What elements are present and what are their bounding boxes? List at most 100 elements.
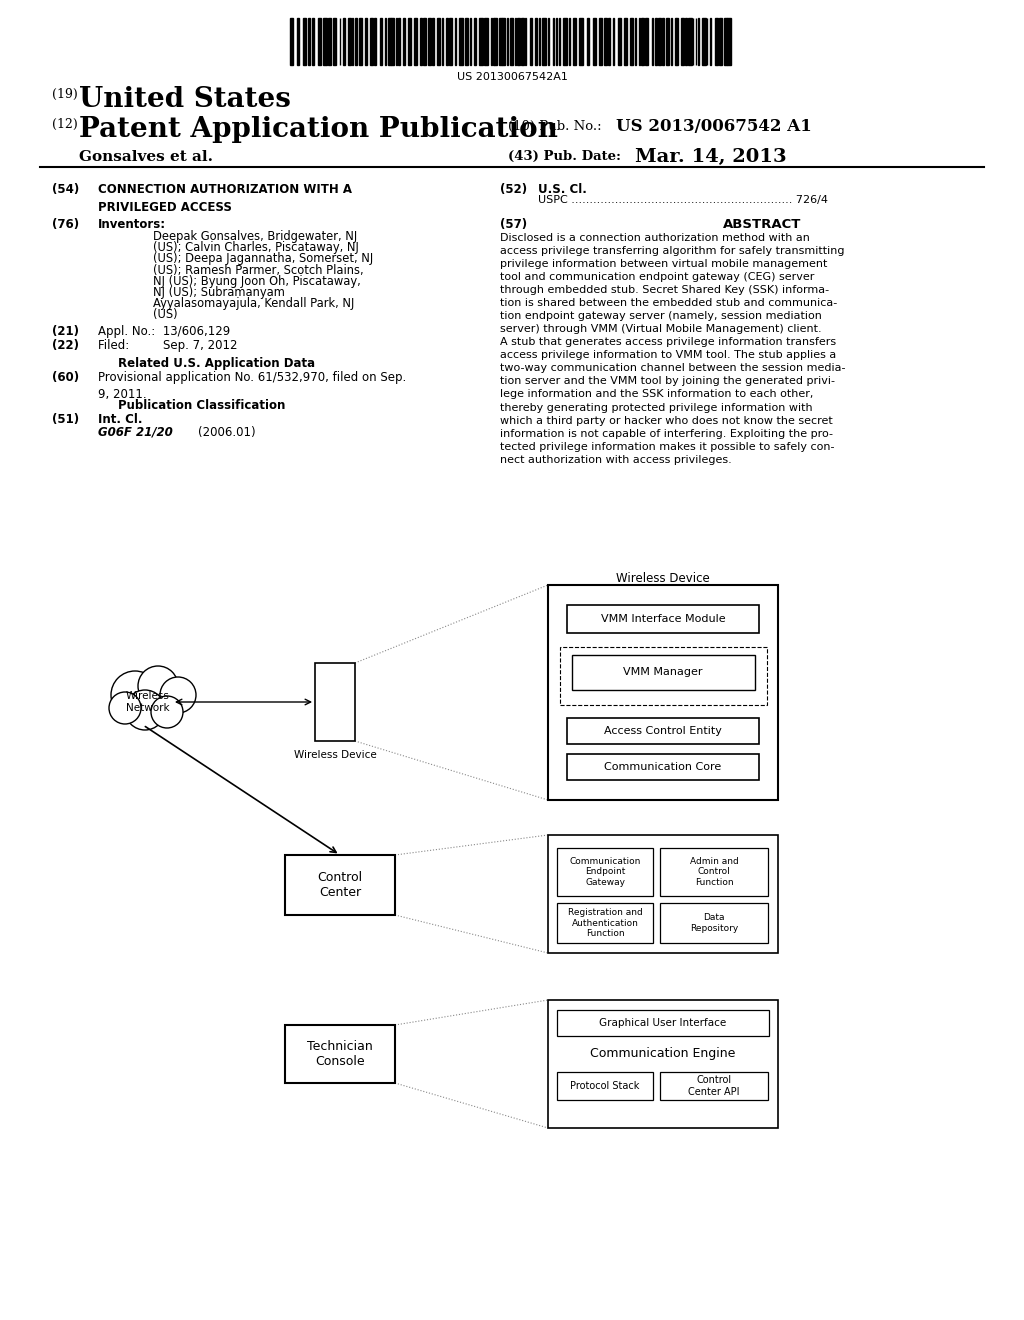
- Bar: [460, 18, 463, 65]
- Text: Int. Cl.: Int. Cl.: [98, 413, 142, 425]
- Text: Appl. No.:  13/606,129: Appl. No.: 13/606,129: [98, 325, 230, 338]
- Bar: [593, 18, 596, 65]
- Text: Ayyalasomayajula, Kendall Park, NJ: Ayyalasomayajula, Kendall Park, NJ: [153, 297, 354, 310]
- Text: (54): (54): [52, 183, 79, 195]
- Text: (43) Pub. Date:: (43) Pub. Date:: [508, 150, 621, 162]
- Bar: [617, 18, 621, 65]
- Bar: [441, 18, 443, 65]
- Bar: [333, 18, 336, 65]
- Bar: [697, 18, 699, 65]
- Bar: [660, 903, 768, 942]
- Bar: [329, 18, 332, 65]
- Text: Disclosed is a connection authorization method with an
access privilege transfer: Disclosed is a connection authorization …: [500, 234, 846, 465]
- Text: VMM Manager: VMM Manager: [624, 667, 702, 677]
- Bar: [348, 18, 351, 65]
- Bar: [510, 18, 513, 65]
- Bar: [559, 18, 560, 65]
- Bar: [517, 18, 520, 65]
- Text: USPC ............................................................. 726/4: USPC ...................................…: [538, 195, 828, 205]
- Bar: [355, 18, 357, 65]
- Bar: [388, 18, 390, 65]
- Bar: [660, 847, 768, 896]
- Bar: [548, 836, 778, 953]
- Text: Wireless Device: Wireless Device: [616, 572, 710, 585]
- Text: (US): (US): [153, 309, 177, 321]
- Bar: [548, 585, 778, 800]
- Bar: [529, 18, 532, 65]
- Bar: [535, 18, 538, 65]
- Bar: [500, 18, 502, 65]
- Bar: [724, 18, 727, 65]
- Bar: [521, 18, 524, 65]
- Bar: [567, 718, 759, 744]
- Bar: [391, 18, 394, 65]
- Bar: [604, 18, 607, 65]
- Text: (2006.01): (2006.01): [198, 425, 256, 438]
- Bar: [553, 18, 554, 65]
- Text: (52): (52): [500, 183, 527, 195]
- Bar: [495, 18, 498, 65]
- Bar: [428, 18, 431, 65]
- Text: Communication
Endpoint
Gateway: Communication Endpoint Gateway: [569, 857, 641, 887]
- Bar: [543, 18, 546, 65]
- Bar: [484, 18, 487, 65]
- Text: (22): (22): [52, 339, 79, 351]
- Circle shape: [111, 671, 159, 719]
- Circle shape: [160, 677, 196, 713]
- Circle shape: [138, 667, 178, 706]
- Text: Access Control Entity: Access Control Entity: [604, 726, 722, 737]
- Bar: [587, 18, 589, 65]
- Bar: [358, 18, 361, 65]
- Bar: [403, 18, 404, 65]
- Bar: [580, 18, 583, 65]
- Bar: [473, 18, 476, 65]
- Text: Communication Engine: Communication Engine: [590, 1048, 735, 1060]
- Text: (57): (57): [500, 218, 527, 231]
- Text: (12): (12): [52, 117, 78, 131]
- Bar: [557, 847, 653, 896]
- Text: CONNECTION AUTHORIZATION WITH A
PRIVILEGED ACCESS: CONNECTION AUTHORIZATION WITH A PRIVILEG…: [98, 183, 352, 214]
- Bar: [297, 18, 299, 65]
- Bar: [567, 605, 759, 634]
- Bar: [370, 18, 373, 65]
- Bar: [635, 18, 636, 65]
- Text: US 2013/0067542 A1: US 2013/0067542 A1: [616, 117, 812, 135]
- Bar: [657, 18, 662, 65]
- Bar: [567, 754, 759, 780]
- Text: (US); Deepa Jagannatha, Somerset, NJ: (US); Deepa Jagannatha, Somerset, NJ: [153, 252, 374, 265]
- Bar: [685, 18, 687, 65]
- Bar: [308, 18, 310, 65]
- Text: (19): (19): [52, 88, 78, 102]
- Bar: [374, 18, 376, 65]
- Bar: [599, 18, 601, 65]
- Bar: [432, 18, 433, 65]
- Text: (US); Calvin Charles, Piscataway, NJ: (US); Calvin Charles, Piscataway, NJ: [153, 242, 358, 255]
- Text: (76): (76): [52, 218, 79, 231]
- Bar: [436, 18, 440, 65]
- Bar: [398, 18, 399, 65]
- Text: Patent Application Publication: Patent Application Publication: [79, 116, 558, 143]
- Text: Control
Center: Control Center: [317, 871, 362, 899]
- Bar: [324, 18, 327, 65]
- Bar: [503, 18, 505, 65]
- Bar: [676, 18, 678, 65]
- Bar: [572, 655, 755, 690]
- Bar: [719, 18, 722, 65]
- Text: (10) Pub. No.:: (10) Pub. No.:: [508, 120, 602, 133]
- Bar: [365, 18, 367, 65]
- Bar: [446, 18, 447, 65]
- Circle shape: [125, 690, 165, 730]
- Bar: [557, 1072, 653, 1100]
- Bar: [560, 647, 767, 705]
- Bar: [727, 18, 731, 65]
- Bar: [688, 18, 692, 65]
- Text: Data
Repository: Data Repository: [690, 913, 738, 933]
- Bar: [515, 18, 516, 65]
- Circle shape: [109, 692, 141, 723]
- Bar: [645, 18, 648, 65]
- Bar: [312, 18, 314, 65]
- Text: Gonsalves et al.: Gonsalves et al.: [79, 150, 213, 164]
- Bar: [548, 1001, 778, 1129]
- Bar: [408, 18, 411, 65]
- Text: Registration and
Authentication
Function: Registration and Authentication Function: [567, 908, 642, 939]
